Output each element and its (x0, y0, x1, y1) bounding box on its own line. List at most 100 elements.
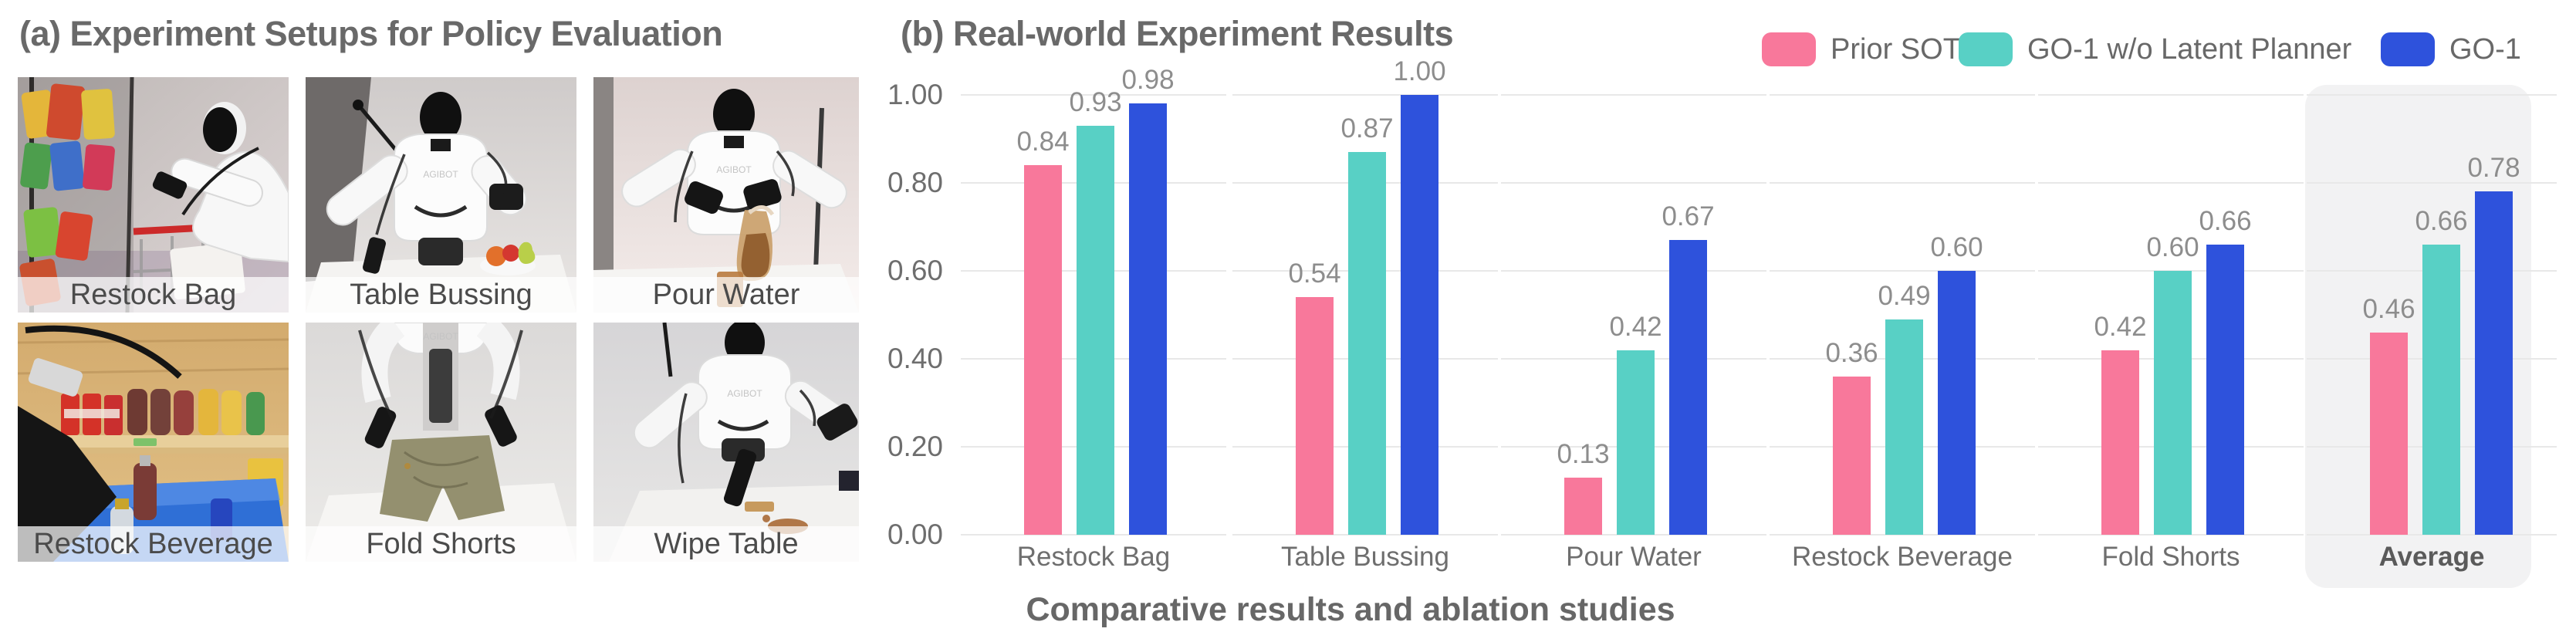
y-tick-0.20: 0.20 (887, 431, 943, 462)
photo-label-pour-water: Pour Water (652, 278, 800, 311)
legend-swatch-prior-sota (1762, 32, 1816, 66)
svg-text:AGIBOT: AGIBOT (423, 169, 458, 180)
photo-label-table-bussing: Table Bussing (350, 278, 532, 311)
bar-pour-water-prior-sota (1564, 477, 1602, 535)
gridline-average-0.00 (2307, 534, 2557, 536)
value-label-restock-beverage-go-1: 0.60 (1930, 232, 1983, 262)
value-label-restock-bag-prior-sota: 0.84 (1016, 127, 1070, 157)
bar-restock-bag-go-1 (1129, 103, 1167, 535)
bar-restock-bag-go-1-w-o-latent-planner (1077, 125, 1114, 535)
y-tick-0.60: 0.60 (887, 255, 943, 286)
gridline-restock-beverage-1.00 (1770, 94, 2035, 96)
photo-caption: Wipe Table (593, 526, 859, 562)
svg-text:AGIBOT: AGIBOT (716, 164, 752, 175)
photo-caption: Pour Water (593, 277, 859, 313)
panel-b-title: (b) Real-world Experiment Results (901, 14, 1454, 53)
x-label-restock-bag: Restock Bag (1016, 542, 1171, 572)
x-label-fold-shorts: Fold Shorts (2101, 542, 2240, 572)
gridline-table-bussing-0.00 (1232, 534, 1498, 536)
legend-item-go1: GO-1 (2381, 32, 2521, 66)
bar-table-bussing-prior-sota (1296, 297, 1334, 535)
gridline-restock-beverage-0.60 (1770, 270, 2035, 272)
bar-fold-shorts-go-1 (2206, 244, 2244, 535)
svg-text:AGIBOT: AGIBOT (727, 388, 762, 399)
value-label-restock-beverage-prior-sota: 0.36 (1825, 337, 1878, 368)
value-label-average-prior-sota: 0.46 (2362, 293, 2415, 324)
gridline-fold-shorts-1.00 (2038, 94, 2304, 96)
photo-caption: Restock Bag (18, 277, 289, 313)
value-label-pour-water-go-1: 0.67 (1662, 201, 1715, 232)
legend-item-go1-wo-latent-planner: GO-1 w/o Latent Planner (1959, 32, 2351, 66)
bar-fold-shorts-go-1-w-o-latent-planner (2154, 271, 2192, 535)
value-label-average-go-1: 0.78 (2467, 153, 2520, 184)
gridline-table-bussing-1.00 (1232, 94, 1498, 96)
bar-restock-bag-prior-sota (1024, 165, 1062, 535)
value-label-pour-water-go-1-w-o-latent-planner: 0.42 (1609, 311, 1662, 342)
photo-pour-water: AGIBOT Pour Water (593, 77, 859, 313)
gridline-restock-bag-0.00 (961, 534, 1226, 536)
photo-caption: Table Bussing (306, 277, 576, 313)
value-label-fold-shorts-go-1-w-o-latent-planner: 0.60 (2146, 232, 2199, 262)
y-tick-0.00: 0.00 (887, 519, 943, 550)
value-label-pour-water-prior-sota: 0.13 (1557, 438, 1610, 469)
gridline-fold-shorts-0.80 (2038, 182, 2304, 184)
gridline-average-0.80 (2307, 182, 2557, 184)
photo-label-wipe-table: Wipe Table (654, 527, 799, 560)
photo-wipe-table: AGIBOT Wipe Table (593, 323, 859, 562)
y-tick-0.40: 0.40 (887, 343, 943, 374)
gridline-pour-water-0.60 (1501, 270, 1766, 272)
restock-bag-photo-illustration (18, 77, 289, 313)
photo-label-restock-bag: Restock Bag (69, 278, 237, 311)
x-label-average: Average (2378, 542, 2485, 572)
bar-restock-beverage-prior-sota (1833, 376, 1871, 535)
svg-text:AGIBOT: AGIBOT (423, 331, 458, 342)
photo-caption: Restock Beverage (18, 526, 289, 562)
value-label-restock-bag-go-1-w-o-latent-planner: 0.93 (1069, 86, 1122, 117)
photo-restock-bag: Restock Bag (18, 77, 289, 313)
gridline-pour-water-0.80 (1501, 182, 1766, 184)
bar-table-bussing-go-1 (1401, 95, 1438, 535)
value-label-table-bussing-prior-sota: 0.54 (1288, 258, 1341, 289)
x-label-table-bussing: Table Bussing (1281, 542, 1449, 572)
legend-item-prior-sota: Prior SOTA (1762, 32, 1978, 66)
value-label-fold-shorts-prior-sota: 0.42 (2094, 311, 2147, 342)
y-tick-0.80: 0.80 (887, 167, 943, 198)
legend-label-go1-wo-latent-planner: GO-1 w/o Latent Planner (2027, 33, 2352, 66)
gridline-restock-beverage-0.80 (1770, 182, 2035, 184)
gridline-restock-bag-1.00 (961, 94, 1226, 96)
photo-table-bussing: AGIBOT Table Bussing (306, 77, 576, 313)
x-label-pour-water: Pour Water (1566, 542, 1702, 572)
figure-caption: Comparative results and ablation studies (1026, 591, 1675, 628)
bar-restock-beverage-go-1 (1938, 271, 1976, 535)
bar-average-prior-sota (2370, 332, 2408, 535)
value-label-fold-shorts-go-1: 0.66 (2199, 205, 2252, 236)
value-label-restock-bag-go-1: 0.98 (1121, 65, 1175, 96)
bar-table-bussing-go-1-w-o-latent-planner (1348, 152, 1386, 535)
y-tick-1.00: 1.00 (887, 79, 943, 110)
value-label-table-bussing-go-1-w-o-latent-planner: 0.87 (1340, 113, 1394, 144)
legend-swatch-go1 (2381, 32, 2435, 66)
gridline-pour-water-0.00 (1501, 534, 1766, 536)
gridline-fold-shorts-0.00 (2038, 534, 2304, 536)
legend-swatch-go1-wo-latent-planner (1959, 32, 2013, 66)
bar-fold-shorts-prior-sota (2101, 350, 2139, 535)
bar-average-go-1 (2475, 191, 2513, 535)
bar-pour-water-go-1-w-o-latent-planner (1617, 350, 1655, 535)
bar-restock-beverage-go-1-w-o-latent-planner (1885, 319, 1923, 535)
legend-label-go1: GO-1 (2449, 33, 2521, 66)
gridline-pour-water-1.00 (1501, 94, 1766, 96)
panel-a-title: (a) Experiment Setups for Policy Evaluat… (19, 14, 723, 53)
x-label-restock-beverage: Restock Beverage (1792, 542, 2013, 572)
bar-pour-water-go-1 (1669, 240, 1707, 535)
photo-fold-shorts: AGIBOT Fold Shorts (306, 323, 576, 562)
photo-caption: Fold Shorts (306, 526, 576, 562)
value-label-average-go-1-w-o-latent-planner: 0.66 (2415, 205, 2468, 236)
value-label-table-bussing-go-1: 1.00 (1393, 56, 1446, 86)
photo-label-restock-beverage: Restock Beverage (33, 527, 273, 560)
photo-label-fold-shorts: Fold Shorts (366, 527, 516, 560)
gridline-restock-beverage-0.00 (1770, 534, 2035, 536)
bar-average-go-1-w-o-latent-planner (2422, 244, 2460, 535)
gridline-average-1.00 (2307, 94, 2557, 96)
